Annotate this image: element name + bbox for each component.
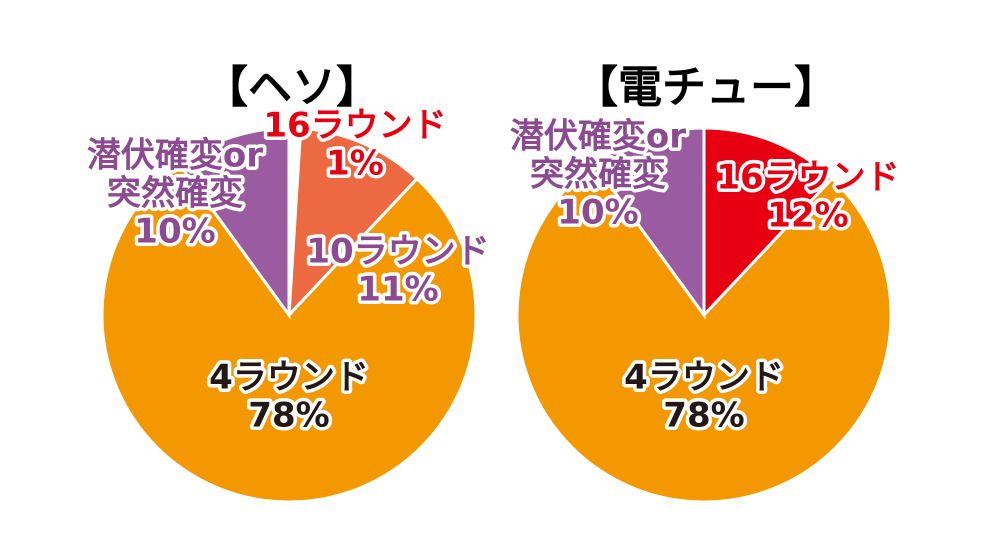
pie-slice-label: 16ラウンド <box>716 158 899 198</box>
pie-slice-label: 突然確変 <box>530 155 666 195</box>
pie-slice <box>702 126 835 319</box>
pie-slice <box>287 126 420 320</box>
pie-slice-label: 10ラウンド <box>306 232 489 272</box>
pie-slices <box>515 126 893 504</box>
pie-slice-label: 潜伏確変or <box>87 136 263 176</box>
pie-slice-label: 11% <box>357 270 438 310</box>
pie-slice-label: 10% <box>134 212 215 252</box>
pie-slice-label: 12% <box>767 196 848 236</box>
pie-slice-label: 1% <box>326 144 384 184</box>
pie-slice-label: 4ラウンド <box>624 358 784 398</box>
pie-slice <box>176 126 291 320</box>
pie-slices <box>100 126 478 504</box>
pie-slice-label: 16ラウンド <box>263 106 446 146</box>
pie-slice-label: 10% <box>557 193 638 233</box>
pie-slice-label: 78% <box>248 396 329 436</box>
pie-slice-label: 突然確変 <box>107 174 243 214</box>
pie-slice-label: 潜伏確変or <box>510 117 686 157</box>
pie-slice <box>515 161 893 504</box>
pie-slice-label: 4ラウンド <box>209 358 369 398</box>
chart-title: 【ヘソ】 <box>204 62 380 113</box>
pie-slice-label: 78% <box>663 396 744 436</box>
pie-slice <box>100 161 478 504</box>
chart-title: 【電チュー】 <box>574 62 838 113</box>
pie-slice <box>591 126 706 320</box>
